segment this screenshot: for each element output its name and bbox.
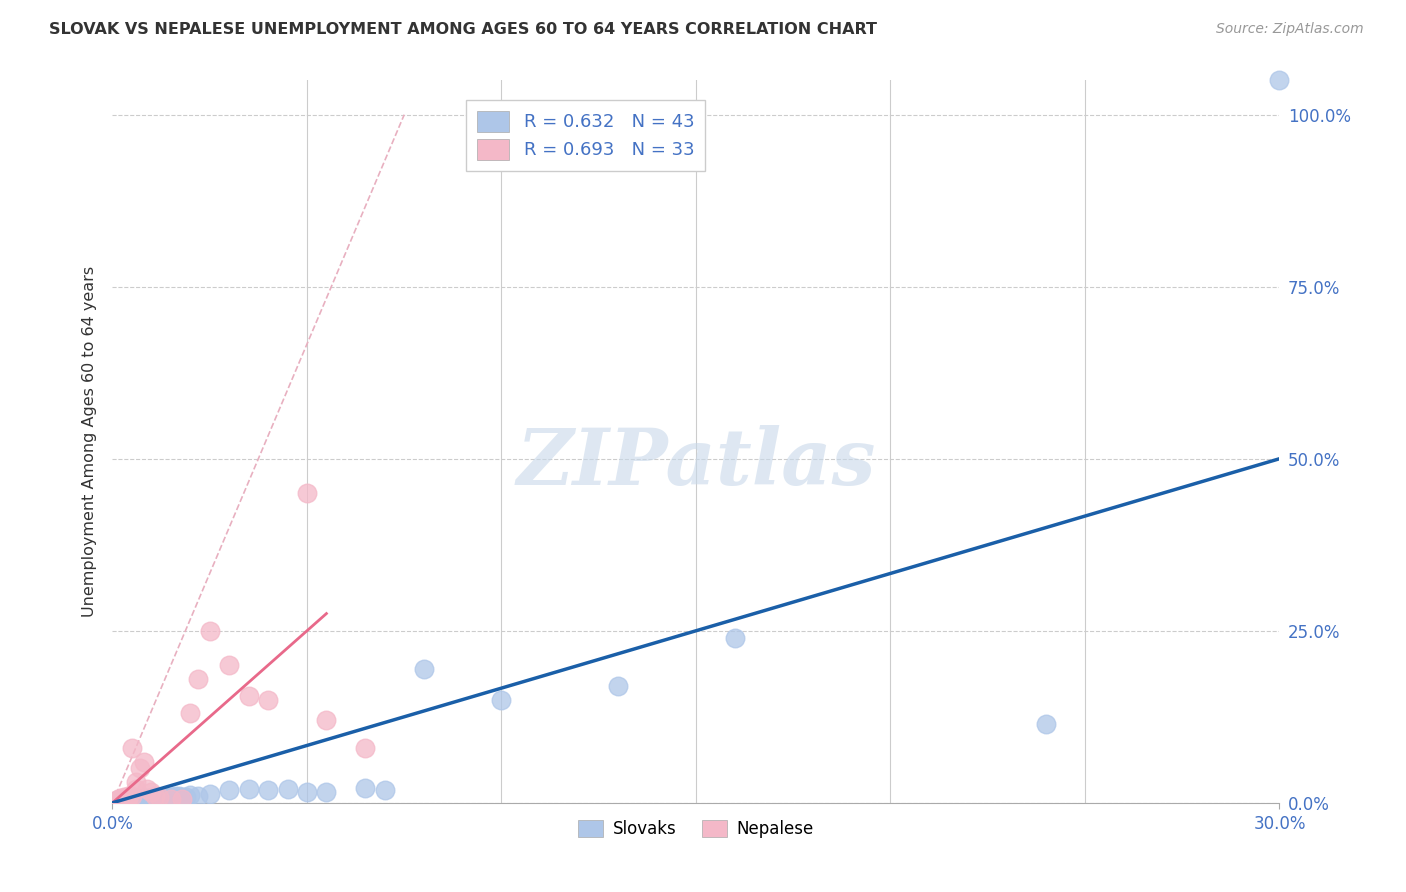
Point [112, 793, 135, 807]
Point [112, 790, 135, 805]
Point [125, 782, 148, 797]
Point [607, 679, 630, 693]
Point [176, 789, 198, 804]
Point [354, 780, 377, 795]
Point [148, 790, 170, 805]
Point [117, 792, 139, 806]
Point [128, 791, 150, 805]
Point [128, 792, 150, 806]
Point [117, 790, 139, 805]
Point [121, 791, 143, 805]
Point [117, 791, 139, 805]
Point [179, 789, 201, 803]
Point [198, 624, 221, 638]
Point [315, 785, 337, 799]
Point [110, 792, 132, 806]
Point [179, 706, 201, 721]
Point [152, 791, 174, 805]
Point [295, 785, 318, 799]
Point [257, 692, 280, 706]
Point [163, 789, 186, 803]
Point [160, 791, 183, 805]
Text: ZIPatlas: ZIPatlas [516, 425, 876, 501]
Point [491, 692, 513, 706]
Point [112, 791, 135, 805]
Point [354, 740, 377, 755]
Point [724, 631, 747, 645]
Point [136, 782, 159, 797]
Point [148, 791, 170, 805]
Point [160, 789, 183, 804]
Point [172, 792, 194, 806]
Point [110, 794, 132, 808]
Point [141, 785, 163, 799]
Point [117, 789, 139, 803]
Point [125, 791, 148, 805]
Point [121, 740, 143, 755]
Point [295, 486, 318, 500]
Point [143, 790, 166, 805]
Point [156, 790, 179, 805]
Point [112, 793, 135, 807]
Point [136, 791, 159, 805]
Point [167, 789, 190, 803]
Point [141, 791, 163, 805]
Point [198, 787, 221, 801]
Point [276, 782, 298, 797]
Point [143, 789, 166, 803]
Point [187, 789, 209, 803]
Point [110, 791, 132, 805]
Point [257, 783, 280, 797]
Point [132, 755, 155, 769]
Point [125, 792, 148, 806]
Point [141, 791, 163, 805]
Point [218, 783, 240, 797]
Point [136, 791, 159, 805]
Legend: Slovaks, Nepalese: Slovaks, Nepalese [571, 814, 821, 845]
Point [218, 658, 240, 673]
Text: SLOVAK VS NEPALESE UNEMPLOYMENT AMONG AGES 60 TO 64 YEARS CORRELATION CHART: SLOVAK VS NEPALESE UNEMPLOYMENT AMONG AG… [49, 22, 877, 37]
Point [105, 794, 128, 808]
Point [315, 713, 337, 727]
Point [187, 672, 209, 686]
Point [121, 793, 143, 807]
Y-axis label: Unemployment Among Ages 60 to 64 years: Unemployment Among Ages 60 to 64 years [82, 266, 97, 617]
Point [238, 689, 260, 703]
Point [132, 791, 155, 805]
Point [105, 793, 128, 807]
Point [238, 782, 260, 797]
Point [172, 789, 194, 804]
Point [110, 794, 132, 808]
Point [121, 789, 143, 803]
Point [105, 794, 128, 808]
Point [1035, 716, 1057, 731]
Text: Source: ZipAtlas.com: Source: ZipAtlas.com [1216, 22, 1364, 37]
Point [374, 783, 396, 797]
Point [132, 791, 155, 805]
Point [112, 794, 135, 808]
Point [412, 662, 434, 676]
Point [117, 793, 139, 807]
Point [125, 775, 148, 789]
Point [128, 761, 150, 775]
Point [110, 791, 132, 805]
